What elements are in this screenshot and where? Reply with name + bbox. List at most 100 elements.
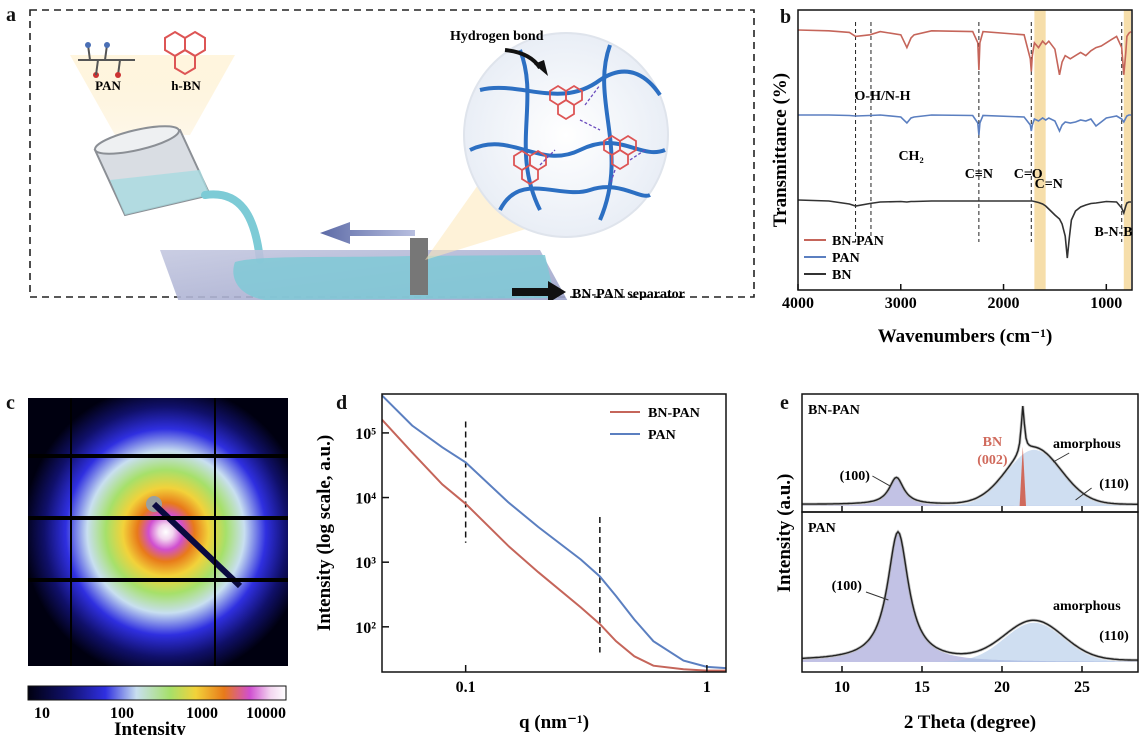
- raw-data-bottom: [801, 529, 1139, 662]
- annotation-1: CH₂: [898, 149, 923, 164]
- legend-label: BN-PAN: [648, 406, 700, 421]
- scattering-image: [28, 398, 288, 666]
- separator-label: BN-PAN separator: [572, 287, 685, 300]
- solution-stream: [201, 190, 264, 264]
- series-bn-pan: [381, 419, 726, 672]
- panel-b: b 4000 3000 2000 1000 Wavenumbers (cm⁻¹) Tran…: [760, 0, 1140, 360]
- series-bn: [797, 199, 1131, 259]
- x-tick-label: 2000: [988, 295, 1020, 312]
- detector-gap-h-1: [28, 516, 288, 520]
- saxs-profile-chart: 0.1 1 10² 10³ 10⁴ 10⁵ q (nm⁻¹) Intensity (log s…: [314, 393, 727, 733]
- casting-direction-arrow: [320, 222, 415, 244]
- annotation-002: (002): [977, 453, 1008, 468]
- plot-frame: [797, 9, 1133, 291]
- panel-e: e BN-PAN PAN (100) BN (002) amorphous (110) (10…: [740, 390, 1140, 735]
- highlight-band-0: [1034, 10, 1046, 290]
- y-axis-title: Intensity (log scale, a.u.): [314, 435, 335, 631]
- x-tick-label: 15: [914, 679, 930, 696]
- x-tick-label: 1000: [1090, 295, 1122, 312]
- annotation-110-top: (110): [1099, 477, 1129, 492]
- y-tick-label: 10⁵: [355, 426, 376, 443]
- annotation-3: C=O: [1014, 167, 1043, 182]
- annotation-110-bottom: (110): [1099, 629, 1129, 644]
- xrd-chart: BN-PAN PAN (100) BN (002) amorphous (110) (100)…: [774, 393, 1139, 733]
- legend-label: PAN: [648, 428, 676, 443]
- legend-label: BN: [832, 268, 851, 283]
- peak-bn002: [1019, 446, 1026, 506]
- cast-film: [233, 255, 555, 300]
- peak-amorphous-bottom: [802, 622, 1138, 662]
- pan-molecule-icon: [78, 42, 135, 78]
- hydrogen-bond-label: Hydrogen bond: [450, 29, 544, 44]
- colorbar-tick-label: 100: [110, 705, 134, 722]
- detector-gap-h-0: [28, 454, 288, 458]
- hydrogen-bond-lines: [539, 84, 646, 186]
- saxs-pattern: 10 100 1000 10000 Intensity: [27, 398, 288, 735]
- beaker-icon: [93, 125, 212, 217]
- plot-frame-bottom: [801, 511, 1139, 673]
- subplot-label-bottom: PAN: [808, 521, 836, 536]
- panel-a: a: [0, 0, 760, 300]
- series-pan: [798, 114, 1131, 136]
- doctor-blade: [410, 238, 428, 295]
- leader-line: [865, 591, 889, 601]
- raw-data-top: [802, 405, 1138, 506]
- peak-100-top: [802, 479, 1138, 506]
- annotation-4: C=N: [1035, 177, 1063, 192]
- x-tick-label: 10: [834, 679, 850, 696]
- separator-arrow-icon: [512, 281, 566, 300]
- highlight-band-1: [1123, 10, 1131, 290]
- plot-frame: [381, 393, 727, 673]
- leader-line: [1052, 452, 1070, 463]
- polymer-chains: [469, 44, 666, 221]
- panel-c: c 10 100 1000 10000 Intensity: [0, 390, 300, 735]
- subplot-label-top: BN-PAN: [808, 403, 860, 418]
- magnified-network-bubble: [463, 32, 669, 238]
- x-tick-label: 3000: [885, 295, 917, 312]
- y-axis-title: Intensity (a.u.): [774, 474, 795, 593]
- fit-bottom: [801, 530, 1139, 661]
- colorbar-title: Intensity: [114, 719, 186, 735]
- x-axis-title: Wavenumbers (cm⁻¹): [878, 326, 1053, 347]
- panel-d: d 0.1 1 10² 10³ 10⁴ 10⁵ q (nm⁻¹) Intensity (log…: [300, 390, 740, 735]
- series-bn-pan: [797, 29, 1132, 75]
- x-tick-label: 1: [703, 679, 711, 696]
- colorbar-tick-label: 1000: [186, 705, 218, 722]
- hbn-molecule-icon: [164, 30, 206, 76]
- y-tick-label: 10²: [355, 620, 376, 637]
- ftir-chart: 4000 3000 2000 1000 Wavenumbers (cm⁻¹) Transm…: [770, 9, 1133, 347]
- hbn-sheets: [513, 84, 637, 186]
- annotation-2: C≡N: [965, 167, 993, 182]
- colorbar-tick-label: 10000: [246, 705, 286, 722]
- annotation-100-top: (100): [840, 469, 871, 484]
- panel-label-a: a: [6, 4, 16, 26]
- pan-label: PAN: [95, 78, 121, 93]
- colorbar-tick-label: 10: [34, 705, 50, 722]
- y-tick-label: 10⁴: [355, 491, 376, 508]
- x-tick-label: 4000: [782, 295, 814, 312]
- fit-top: [802, 405, 1138, 506]
- x-tick-label: 0.1: [456, 679, 476, 696]
- annotation-5: B-N-B: [1094, 225, 1132, 240]
- peak-amorphous-top: [802, 449, 1138, 506]
- annotation-bn: BN: [983, 435, 1002, 450]
- x-axis-title: 2 Theta (degree): [904, 712, 1036, 733]
- leader-line: [872, 475, 891, 487]
- legend-label: PAN: [832, 251, 860, 266]
- hbn-label: h-BN: [171, 78, 201, 93]
- leader-line: [1075, 487, 1092, 501]
- annotation-100-bottom: (100): [832, 579, 863, 594]
- series-pan: [381, 394, 727, 670]
- annotation-amorphous-top: amorphous: [1053, 437, 1121, 452]
- annotation-amorphous-bottom: amorphous: [1053, 599, 1121, 614]
- detector-gap-v-1: [214, 398, 216, 666]
- panel-label-d: d: [336, 392, 348, 414]
- colorbar: [27, 685, 287, 701]
- peak-100-bottom: [802, 533, 1138, 662]
- detector-gap-v-0: [70, 398, 72, 666]
- detector-gap-h-2: [28, 578, 288, 582]
- y-axis-title: Transmittance (%): [770, 73, 791, 227]
- y-tick-label: 10³: [355, 555, 376, 572]
- panel-label-c: c: [6, 392, 15, 414]
- x-tick-label: 20: [994, 679, 1010, 696]
